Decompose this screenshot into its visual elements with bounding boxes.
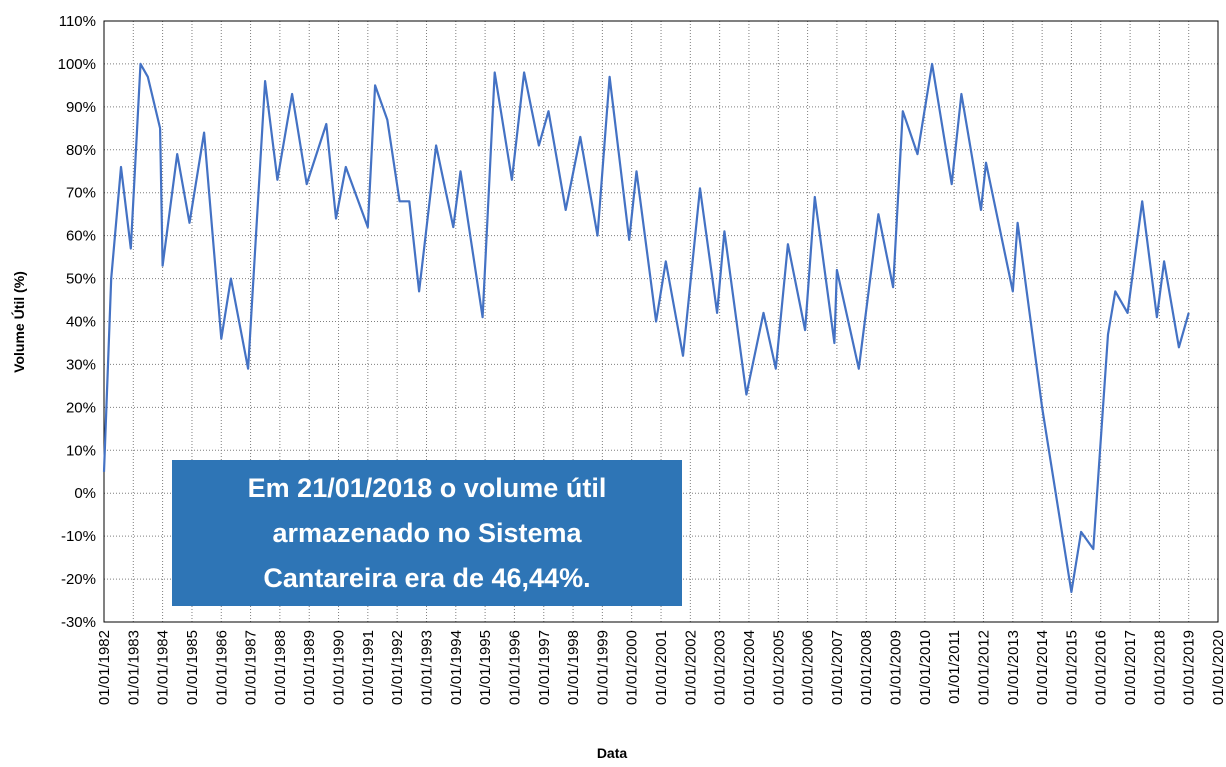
y-tick-label: 50% — [66, 271, 96, 288]
x-tick-label: 01/01/1982 — [96, 630, 113, 705]
y-tick-label: 90% — [66, 99, 96, 116]
x-tick-label: 01/01/2009 — [888, 630, 905, 705]
x-tick-label: 01/01/2008 — [858, 630, 875, 705]
data-line — [102, 62, 1190, 594]
x-tick-label: 01/01/2005 — [770, 630, 787, 705]
x-tick-label: 01/01/2002 — [682, 630, 699, 705]
annotation-text: Cantareira era de 46,44%. — [263, 563, 590, 593]
y-tick-label: 20% — [66, 399, 96, 416]
x-tick-label: 01/01/1987 — [243, 630, 260, 705]
x-tick-label: 01/01/2020 — [1210, 630, 1226, 705]
x-tick-label: 01/01/2018 — [1151, 630, 1168, 705]
y-tick-label: 30% — [66, 356, 96, 373]
y-tick-label: -10% — [61, 528, 96, 545]
x-tick-label: 01/01/1989 — [301, 630, 318, 705]
x-tick-label: 01/01/2004 — [741, 630, 758, 705]
x-tick-label: 01/01/2007 — [829, 630, 846, 705]
x-tick-label: 01/01/1984 — [155, 630, 172, 705]
y-tick-label: 70% — [66, 185, 96, 202]
y-axis-title: Volume Útil (%) — [10, 271, 27, 373]
x-tick-label: 01/01/2010 — [917, 630, 934, 705]
y-tick-label: -30% — [61, 614, 96, 631]
x-tick-label: 01/01/2001 — [653, 630, 670, 705]
x-tick-label: 01/01/2017 — [1122, 630, 1139, 705]
x-tick-label: 01/01/1983 — [125, 630, 142, 705]
x-tick-label: 01/01/1986 — [213, 630, 230, 705]
x-tick-label: 01/01/1992 — [389, 630, 406, 705]
y-tick-label: 80% — [66, 142, 96, 159]
y-tick-label: 110% — [59, 13, 96, 30]
y-tick-label: 60% — [66, 228, 96, 245]
x-tick-label: 01/01/2014 — [1034, 630, 1051, 705]
x-tick-label: 01/01/2011 — [946, 630, 963, 704]
annotation-text: Em 21/01/2018 o volume útil — [248, 473, 607, 503]
annotation-text: armazenado no Sistema — [272, 518, 582, 548]
x-tick-label: 01/01/1993 — [419, 630, 436, 705]
x-tick-label: 01/01/2012 — [975, 630, 992, 705]
x-tick-label: 01/01/2015 — [1063, 630, 1080, 705]
x-tick-label: 01/01/1997 — [536, 630, 553, 705]
y-tick-label: 0% — [74, 485, 96, 502]
x-tick-label: 01/01/2006 — [800, 630, 817, 705]
x-tick-label: 01/01/1996 — [506, 630, 523, 705]
x-tick-label: 01/01/2000 — [624, 630, 641, 705]
x-tick-label: 01/01/1995 — [477, 630, 494, 705]
x-tick-label: 01/01/1988 — [272, 630, 289, 705]
plot-border — [103, 20, 1219, 623]
x-tick-label: 01/01/2013 — [1005, 630, 1022, 705]
x-tick-label: 01/01/1994 — [448, 630, 465, 705]
x-tick-label: 01/01/1998 — [565, 630, 582, 705]
x-tick-label: 01/01/2003 — [712, 630, 729, 705]
y-tick-label: 40% — [66, 314, 96, 331]
x-tick-label: 01/01/1990 — [331, 630, 348, 705]
x-tick-label: 01/01/2019 — [1181, 630, 1198, 705]
y-tick-label: 100% — [58, 56, 96, 73]
y-tick-label: 10% — [66, 442, 96, 459]
y-tick-label: -20% — [61, 571, 96, 588]
x-tick-label: 01/01/1999 — [594, 630, 611, 705]
x-tick-label: 01/01/1985 — [184, 630, 201, 705]
x-axis-title: Data — [597, 745, 628, 761]
x-tick-label: 01/01/1991 — [360, 630, 377, 705]
x-tick-label: 01/01/2016 — [1093, 630, 1110, 705]
annotation-box — [172, 460, 682, 606]
